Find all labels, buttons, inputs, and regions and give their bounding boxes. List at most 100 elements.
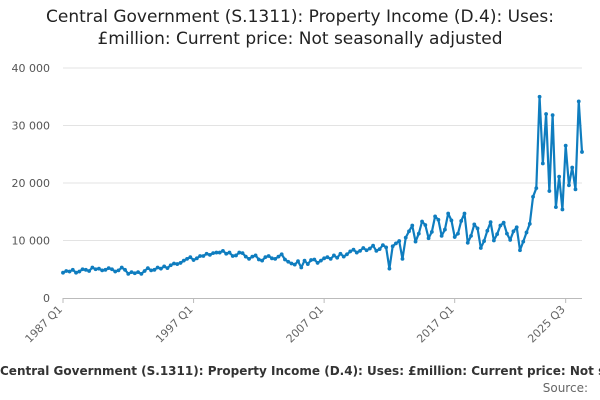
data-point bbox=[576, 99, 581, 104]
y-tick-label: 30 000 bbox=[12, 120, 51, 133]
data-point bbox=[550, 113, 555, 118]
data-point bbox=[136, 270, 140, 275]
data-point bbox=[394, 241, 398, 246]
data-point bbox=[194, 256, 199, 261]
data-point bbox=[361, 246, 366, 250]
data-point bbox=[452, 235, 457, 239]
data-point bbox=[149, 268, 154, 273]
data-point bbox=[570, 165, 575, 170]
data-point bbox=[511, 229, 516, 234]
data-point bbox=[553, 205, 558, 210]
data-point bbox=[237, 250, 242, 255]
data-point bbox=[514, 225, 519, 230]
data-point bbox=[302, 258, 307, 263]
y-tick-label: 0 bbox=[43, 292, 50, 305]
data-point bbox=[384, 245, 389, 250]
data-point bbox=[416, 231, 421, 236]
data-point bbox=[204, 251, 209, 256]
data-point bbox=[560, 207, 565, 212]
data-point bbox=[289, 261, 294, 266]
data-point bbox=[113, 269, 118, 274]
data-point bbox=[253, 253, 258, 258]
series-points bbox=[61, 94, 584, 276]
data-point bbox=[198, 254, 202, 258]
data-point bbox=[354, 250, 359, 255]
data-point bbox=[152, 267, 157, 272]
data-point bbox=[400, 257, 405, 261]
data-point bbox=[544, 112, 548, 116]
data-point bbox=[380, 243, 385, 248]
data-point bbox=[309, 258, 313, 262]
data-point bbox=[508, 238, 513, 242]
data-point bbox=[335, 255, 340, 260]
chart-legend: Central Government (S.1311): Property In… bbox=[0, 364, 600, 378]
data-point bbox=[299, 265, 304, 270]
data-point bbox=[116, 268, 121, 273]
data-point bbox=[531, 194, 535, 199]
data-point bbox=[227, 250, 232, 255]
data-point bbox=[250, 254, 255, 259]
data-point bbox=[74, 270, 78, 275]
data-point bbox=[332, 253, 336, 258]
data-point bbox=[469, 234, 473, 238]
data-point bbox=[67, 269, 72, 274]
data-point bbox=[341, 254, 346, 259]
data-point bbox=[557, 174, 562, 179]
data-point bbox=[459, 219, 464, 223]
x-tick-label: 1997 Q1 bbox=[153, 303, 196, 346]
x-tick-label: 2017 Q1 bbox=[414, 303, 457, 346]
data-point bbox=[132, 271, 137, 276]
data-point bbox=[221, 248, 225, 253]
data-point bbox=[175, 262, 180, 266]
data-point bbox=[181, 258, 186, 263]
data-point bbox=[371, 243, 375, 248]
data-point bbox=[230, 254, 235, 258]
data-point bbox=[501, 220, 506, 225]
data-point bbox=[436, 217, 441, 222]
data-point bbox=[377, 247, 382, 252]
data-point bbox=[318, 258, 323, 263]
data-point bbox=[266, 254, 271, 258]
data-point bbox=[374, 248, 379, 253]
data-point bbox=[110, 267, 114, 272]
x-tick-label: 2007 Q1 bbox=[284, 303, 327, 346]
data-point bbox=[224, 251, 229, 256]
data-point bbox=[410, 223, 415, 228]
data-point bbox=[495, 232, 500, 237]
data-point bbox=[106, 266, 111, 270]
data-point bbox=[433, 214, 438, 219]
data-point bbox=[286, 259, 291, 264]
data-point bbox=[263, 255, 268, 260]
data-point bbox=[77, 269, 82, 274]
data-point bbox=[139, 271, 144, 276]
data-point bbox=[345, 252, 349, 257]
data-point bbox=[119, 265, 124, 270]
data-point bbox=[172, 261, 176, 266]
data-point bbox=[420, 219, 424, 224]
data-point bbox=[446, 211, 451, 216]
y-tick-label: 40 000 bbox=[12, 62, 51, 75]
data-point bbox=[64, 269, 69, 273]
data-point bbox=[296, 259, 300, 264]
data-point bbox=[87, 269, 92, 273]
data-point bbox=[142, 269, 147, 273]
data-point bbox=[100, 268, 105, 273]
data-point bbox=[155, 265, 160, 270]
data-point bbox=[234, 253, 238, 258]
data-point bbox=[123, 267, 127, 272]
data-point bbox=[338, 251, 343, 256]
data-point bbox=[390, 244, 395, 249]
data-point bbox=[162, 264, 167, 269]
data-point bbox=[364, 248, 369, 253]
data-point bbox=[387, 266, 392, 271]
data-point bbox=[201, 254, 206, 258]
data-point bbox=[270, 256, 274, 261]
data-point bbox=[83, 267, 88, 272]
data-point bbox=[478, 246, 483, 250]
data-point bbox=[93, 267, 98, 272]
chart-title-line-1: Central Government (S.1311): Property In… bbox=[46, 7, 554, 27]
data-point bbox=[185, 257, 189, 261]
data-point bbox=[351, 247, 356, 252]
data-point bbox=[482, 239, 486, 243]
